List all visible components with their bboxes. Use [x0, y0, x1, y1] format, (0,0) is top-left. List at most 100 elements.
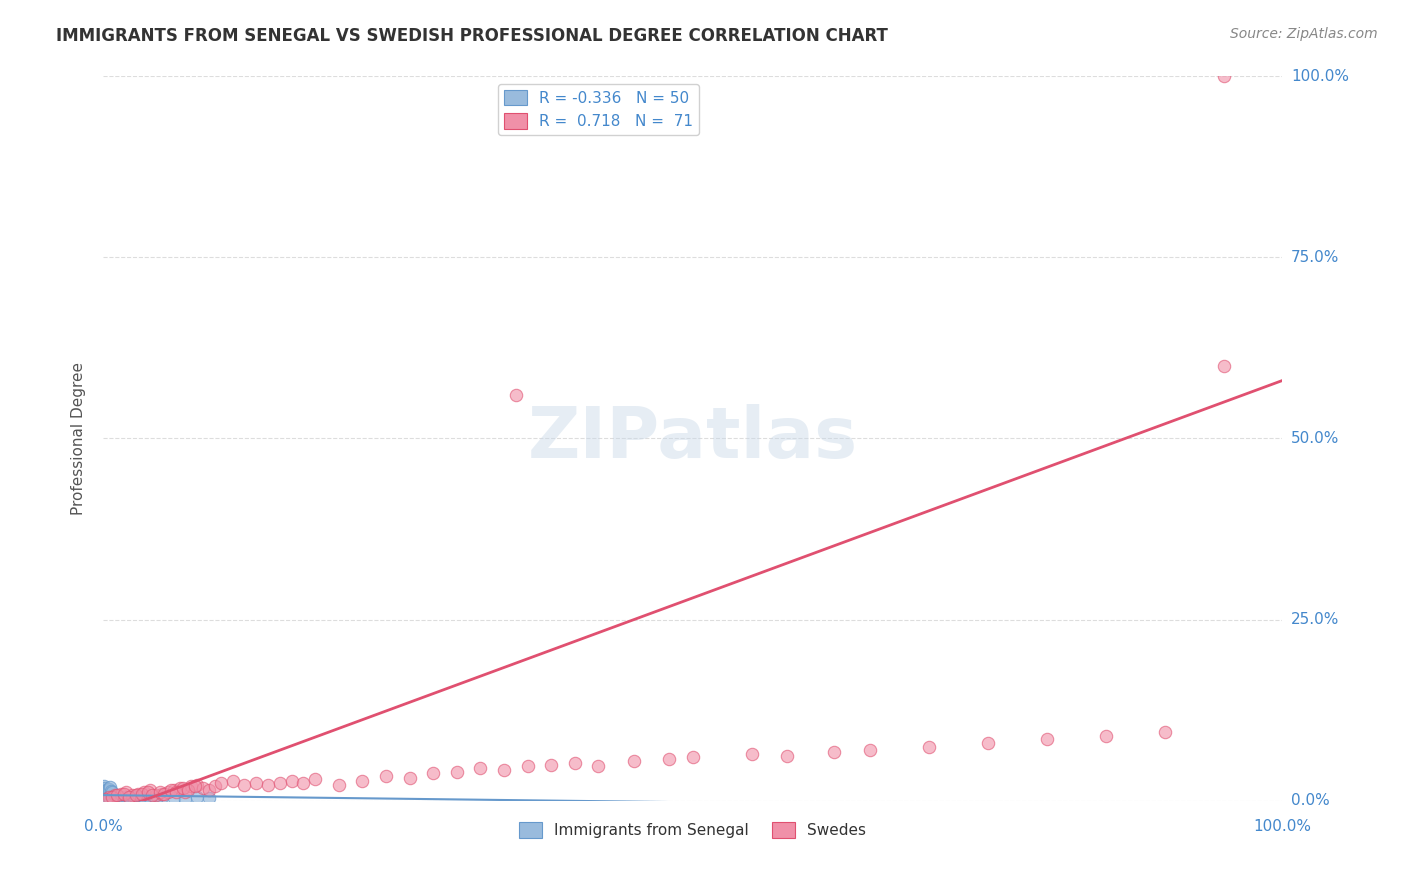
Point	[328, 778, 350, 792]
Point	[125, 791, 148, 805]
Point	[115, 785, 138, 799]
Point	[93, 780, 115, 794]
Point	[122, 791, 145, 805]
Point	[96, 783, 118, 797]
Point	[127, 791, 149, 805]
Point	[198, 791, 221, 805]
Point	[139, 791, 162, 805]
Point	[186, 778, 208, 792]
Point	[198, 783, 221, 797]
Text: 100.0%: 100.0%	[1254, 820, 1312, 834]
Point	[117, 791, 139, 805]
Text: 75.0%: 75.0%	[1291, 250, 1339, 265]
Text: 0.0%: 0.0%	[1291, 793, 1330, 808]
Point	[134, 785, 156, 799]
Point	[1212, 69, 1234, 83]
Point	[682, 750, 704, 764]
Point	[823, 745, 845, 759]
Point	[150, 787, 173, 801]
Point	[280, 773, 302, 788]
Point	[186, 789, 208, 804]
Point	[100, 784, 122, 798]
Text: 0.0%: 0.0%	[83, 820, 122, 834]
Point	[204, 780, 226, 794]
Point	[172, 780, 194, 795]
Point	[163, 791, 186, 805]
Point	[141, 788, 163, 802]
Point	[134, 791, 156, 805]
Point	[145, 788, 167, 802]
Point	[209, 776, 232, 790]
Point	[540, 757, 562, 772]
Point	[623, 754, 645, 768]
Point	[1035, 732, 1057, 747]
Point	[111, 790, 134, 805]
Point	[111, 791, 134, 805]
Point	[165, 785, 187, 799]
Text: 50.0%: 50.0%	[1291, 431, 1339, 446]
Point	[94, 780, 117, 795]
Point	[134, 789, 156, 804]
Point	[97, 790, 120, 805]
Point	[160, 783, 183, 797]
Point	[101, 790, 124, 805]
Point	[375, 768, 398, 782]
Point	[516, 759, 538, 773]
Point	[1153, 725, 1175, 739]
Point	[131, 791, 153, 805]
Point	[139, 783, 162, 797]
Point	[104, 791, 127, 805]
Point	[245, 776, 267, 790]
Text: 25.0%: 25.0%	[1291, 612, 1339, 627]
Point	[976, 736, 998, 750]
Point	[193, 780, 215, 795]
Point	[422, 766, 444, 780]
Point	[505, 388, 527, 402]
Point	[221, 773, 243, 788]
Point	[105, 788, 128, 802]
Point	[132, 791, 155, 805]
Point	[136, 785, 159, 799]
Point	[103, 789, 125, 804]
Point	[104, 788, 127, 802]
Point	[741, 747, 763, 761]
Point	[110, 789, 132, 804]
Point	[110, 787, 132, 801]
Point	[150, 790, 173, 805]
Legend: Immigrants from Senegal, Swedes: Immigrants from Senegal, Swedes	[513, 816, 872, 844]
Point	[118, 790, 141, 805]
Point	[97, 781, 120, 796]
Point	[97, 782, 120, 797]
Point	[94, 790, 117, 805]
Point	[98, 791, 121, 805]
Point	[107, 791, 129, 805]
Point	[112, 787, 135, 801]
Point	[163, 783, 186, 797]
Point	[1094, 729, 1116, 743]
Point	[564, 756, 586, 771]
Text: IMMIGRANTS FROM SENEGAL VS SWEDISH PROFESSIONAL DEGREE CORRELATION CHART: IMMIGRANTS FROM SENEGAL VS SWEDISH PROFE…	[56, 27, 889, 45]
Point	[108, 791, 131, 805]
Point	[398, 771, 420, 785]
Point	[120, 791, 142, 805]
Point	[101, 785, 124, 799]
Point	[128, 791, 150, 805]
Y-axis label: Professional Degree: Professional Degree	[72, 362, 86, 515]
Point	[776, 748, 799, 763]
Point	[97, 791, 120, 805]
Point	[180, 780, 202, 794]
Point	[1212, 359, 1234, 373]
Point	[917, 739, 939, 754]
Point	[127, 789, 149, 804]
Point	[174, 791, 197, 805]
Point	[174, 785, 197, 799]
Point	[658, 752, 681, 766]
Point	[124, 790, 146, 805]
Point	[125, 788, 148, 802]
Point	[156, 785, 179, 799]
Point	[118, 790, 141, 805]
Point	[96, 791, 118, 805]
Point	[169, 780, 191, 795]
Point	[492, 764, 515, 778]
Point	[145, 791, 167, 805]
